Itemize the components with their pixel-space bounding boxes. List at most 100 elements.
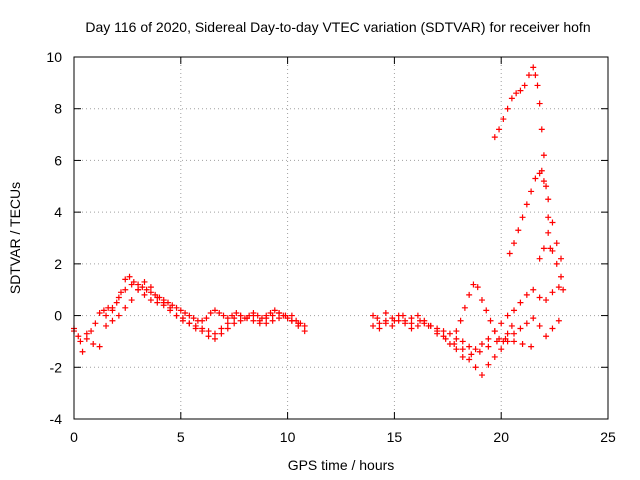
data-point: [540, 152, 547, 159]
y-tick-label: 6: [54, 152, 62, 168]
data-point: [90, 341, 97, 348]
data-point: [536, 255, 543, 262]
data-point: [376, 325, 383, 332]
data-point: [113, 299, 120, 306]
y-axis-title: SDTVAR / TECUs: [7, 182, 23, 294]
data-point: [250, 312, 257, 319]
data-point: [186, 320, 193, 327]
data-point: [504, 330, 511, 337]
data-point: [545, 214, 552, 221]
data-point: [540, 245, 547, 252]
data-point: [466, 343, 473, 350]
series-track-h: [491, 64, 554, 252]
data-point: [451, 341, 458, 348]
data-point: [466, 291, 473, 298]
chart-title: Day 116 of 2020, Sidereal Day-to-day VTE…: [85, 19, 590, 35]
y-tick-label: -2: [50, 359, 63, 375]
data-point: [511, 330, 518, 337]
data-point: [218, 325, 225, 332]
data-point: [485, 361, 492, 368]
data-point: [491, 328, 498, 335]
data-point: [478, 341, 485, 348]
data-point: [560, 286, 567, 293]
data-point: [141, 278, 148, 285]
data-point: [453, 346, 460, 353]
data-point: [83, 335, 90, 342]
data-point: [478, 297, 485, 304]
data-point: [521, 82, 528, 89]
data-point: [536, 294, 543, 301]
y-tick-label: 8: [54, 101, 62, 117]
y-tick-label: 10: [46, 49, 62, 65]
data-point: [558, 255, 565, 262]
data-point: [485, 335, 492, 342]
data-point: [491, 134, 498, 141]
data-point: [154, 299, 161, 306]
data-point: [513, 90, 520, 97]
data-point: [205, 333, 212, 340]
data-point: [271, 307, 278, 314]
data-point: [491, 353, 498, 360]
data-point: [457, 317, 464, 324]
x-tick-label: 20: [493, 429, 509, 445]
data-point: [549, 247, 556, 254]
data-point: [468, 351, 475, 358]
data-point: [231, 320, 238, 327]
data-point: [472, 364, 479, 371]
data-point: [459, 338, 466, 345]
data-point: [476, 348, 483, 355]
x-tick-label: 0: [70, 429, 78, 445]
data-point: [177, 307, 184, 314]
data-point: [402, 320, 409, 327]
axis-tick-labels: 0 5 10 15 20 25 -4 -2 0 2 4 6 8 10: [46, 49, 616, 445]
data-point: [534, 82, 541, 89]
data-point: [399, 312, 406, 319]
data-point: [109, 317, 116, 324]
data-point: [474, 284, 481, 291]
series-track-j: [536, 229, 567, 293]
data-point: [88, 328, 95, 335]
data-point: [276, 315, 283, 322]
data-point: [545, 229, 552, 236]
data-point: [186, 312, 193, 319]
data-point: [414, 322, 421, 329]
data-point: [382, 309, 389, 316]
data-point: [117, 289, 124, 296]
data-point: [199, 317, 206, 324]
data-point: [192, 322, 199, 329]
data-point: [553, 240, 560, 247]
data-point: [525, 72, 532, 79]
data-point: [466, 356, 473, 363]
data-point: [483, 307, 490, 314]
data-point: [382, 320, 389, 327]
data-point: [487, 317, 494, 324]
data-point: [536, 322, 543, 329]
data-point: [182, 309, 189, 316]
data-point: [553, 260, 560, 267]
y-tick-label: 2: [54, 256, 62, 272]
x-tick-label: 10: [280, 429, 296, 445]
data-point: [498, 346, 505, 353]
data-point: [511, 240, 518, 247]
data-point: [434, 330, 441, 337]
data-point: [115, 312, 122, 319]
data-point: [276, 309, 283, 316]
data-point: [532, 72, 539, 79]
data-point: [536, 100, 543, 107]
data-point: [555, 317, 562, 324]
data-point: [528, 343, 535, 350]
data-point: [143, 286, 150, 293]
data-point: [295, 320, 302, 327]
data-point: [519, 214, 526, 221]
data-point: [263, 320, 270, 327]
data-point: [135, 286, 142, 293]
series-track-c: [103, 281, 308, 337]
data-point: [523, 201, 530, 208]
data-point: [478, 372, 485, 379]
series-track-g: [453, 281, 515, 345]
data-point: [391, 317, 398, 324]
data-point: [301, 322, 308, 329]
data-point: [408, 320, 415, 327]
data-point: [508, 95, 515, 102]
